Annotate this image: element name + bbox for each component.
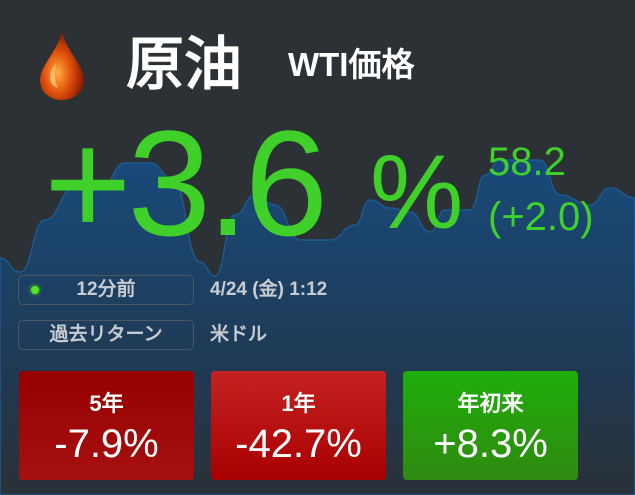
return-value: +8.3% (433, 422, 548, 466)
commodity-subtitle: WTI価格 (288, 46, 415, 83)
change-percent: +3.6 (44, 99, 328, 267)
return-value: -42.7% (235, 422, 362, 466)
return-period: 年初来 (457, 391, 524, 416)
return-card-ytd[interactable]: 年初来 +8.3% (403, 371, 578, 480)
oil-drop-icon (40, 32, 84, 100)
currency-label: 米ドル (210, 324, 268, 345)
update-datetime: 4/24 (金) 1:12 (210, 279, 328, 300)
return-value: -7.9% (54, 422, 159, 466)
returns-label: 過去リターン (18, 320, 194, 350)
percent-sign: % (370, 134, 464, 251)
live-indicator-icon (31, 286, 39, 294)
return-period: 5年 (89, 391, 124, 416)
updated-text: 12分前 (76, 279, 136, 300)
commodity-title: 原油 (126, 32, 243, 97)
updated-badge: 12分前 (18, 275, 194, 305)
price-value: 58.2 (488, 140, 566, 184)
return-period: 1年 (281, 391, 316, 416)
price-change: (+2.0) (488, 195, 594, 239)
return-card-1y[interactable]: 1年 -42.7% (211, 371, 386, 480)
return-card-5y[interactable]: 5年 -7.9% (19, 371, 194, 480)
